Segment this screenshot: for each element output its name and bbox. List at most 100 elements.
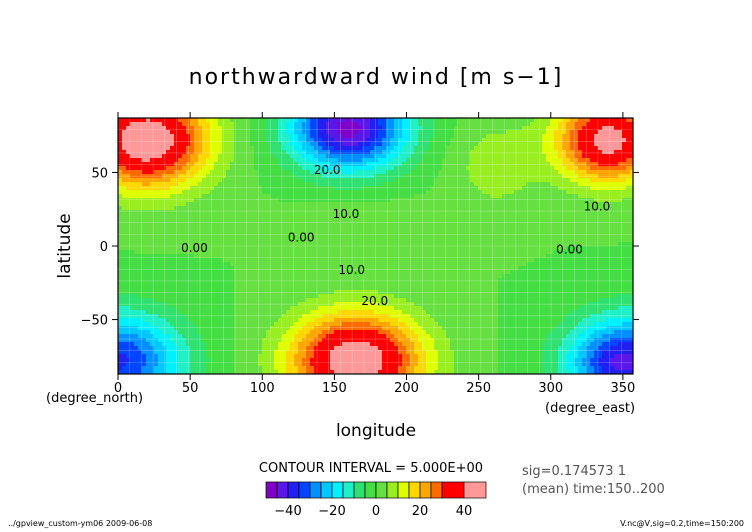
field-cell bbox=[250, 126, 255, 131]
field-cell bbox=[238, 138, 243, 143]
field-cell bbox=[386, 262, 391, 267]
field-cell bbox=[378, 262, 383, 267]
field-cell bbox=[554, 194, 559, 199]
field-cell bbox=[358, 126, 363, 131]
field-cell bbox=[370, 230, 375, 235]
field-cell bbox=[402, 158, 407, 163]
field-cell bbox=[214, 234, 219, 239]
field-cell bbox=[506, 134, 511, 139]
field-cell bbox=[226, 154, 231, 159]
field-cell bbox=[454, 134, 459, 139]
field-cell bbox=[166, 242, 171, 247]
field-cell bbox=[166, 162, 171, 167]
field-cell bbox=[454, 130, 459, 135]
field-cell bbox=[254, 170, 259, 175]
field-cell bbox=[438, 170, 443, 175]
field-cell bbox=[166, 154, 171, 159]
field-cell bbox=[486, 222, 491, 227]
field-cell bbox=[486, 170, 491, 175]
field-cell bbox=[222, 230, 227, 235]
field-cell bbox=[434, 146, 439, 151]
field-cell bbox=[178, 206, 183, 211]
field-cell bbox=[126, 242, 131, 247]
field-cell bbox=[530, 262, 535, 267]
field-cell bbox=[262, 170, 267, 175]
field-cell bbox=[342, 130, 347, 135]
field-cell bbox=[270, 186, 275, 191]
field-cell bbox=[282, 170, 287, 175]
field-cell bbox=[242, 242, 247, 247]
field-cell bbox=[478, 270, 483, 275]
field-cell bbox=[370, 178, 375, 183]
field-cell bbox=[466, 218, 471, 223]
field-cell bbox=[466, 154, 471, 159]
field-cell bbox=[402, 170, 407, 175]
field-cell bbox=[322, 214, 327, 219]
field-cell bbox=[602, 226, 607, 231]
field-cell bbox=[426, 194, 431, 199]
field-cell bbox=[474, 262, 479, 267]
field-cell bbox=[238, 178, 243, 183]
field-cell bbox=[202, 154, 207, 159]
field-cell bbox=[378, 234, 383, 239]
field-cell bbox=[178, 218, 183, 223]
field-cell bbox=[626, 214, 631, 219]
field-cell bbox=[462, 194, 467, 199]
field-cell bbox=[238, 254, 243, 259]
field-cell bbox=[554, 130, 559, 135]
field-cell bbox=[562, 150, 567, 155]
field-cell bbox=[246, 126, 251, 131]
field-cell bbox=[510, 158, 515, 163]
field-cell bbox=[430, 150, 435, 155]
field-cell bbox=[174, 130, 179, 135]
field-cell bbox=[366, 266, 371, 271]
field-cell bbox=[122, 126, 127, 131]
field-cell bbox=[254, 262, 259, 267]
field-cell bbox=[270, 178, 275, 183]
field-cell bbox=[226, 270, 231, 275]
field-cell bbox=[358, 218, 363, 223]
field-cell bbox=[526, 126, 531, 131]
field-cell bbox=[162, 182, 167, 187]
field-cell bbox=[178, 146, 183, 151]
field-cell bbox=[406, 186, 411, 191]
field-cell bbox=[390, 118, 395, 123]
field-cell bbox=[534, 246, 539, 251]
field-cell bbox=[514, 158, 519, 163]
field-cell bbox=[398, 158, 403, 163]
field-cell bbox=[458, 226, 463, 231]
field-cell bbox=[350, 206, 355, 211]
field-cell bbox=[198, 218, 203, 223]
field-cell bbox=[214, 162, 219, 167]
field-cell bbox=[182, 154, 187, 159]
field-cell bbox=[238, 194, 243, 199]
field-cell bbox=[538, 170, 543, 175]
field-cell bbox=[558, 158, 563, 163]
field-cell bbox=[326, 158, 331, 163]
field-cell bbox=[210, 250, 215, 255]
field-cell bbox=[458, 214, 463, 219]
field-cell bbox=[246, 118, 251, 123]
field-cell bbox=[230, 130, 235, 135]
field-cell bbox=[606, 130, 611, 135]
field-cell bbox=[146, 194, 151, 199]
field-cell bbox=[354, 230, 359, 235]
field-cell bbox=[622, 234, 627, 239]
field-cell bbox=[118, 222, 123, 227]
field-cell bbox=[330, 138, 335, 143]
field-cell bbox=[274, 210, 279, 215]
field-cell bbox=[490, 234, 495, 239]
field-cell bbox=[138, 146, 143, 151]
field-cell bbox=[586, 126, 591, 131]
field-cell bbox=[142, 230, 147, 235]
field-cell bbox=[170, 130, 175, 135]
field-cell bbox=[378, 170, 383, 175]
field-cell bbox=[250, 190, 255, 195]
field-cell bbox=[534, 214, 539, 219]
field-cell bbox=[566, 130, 571, 135]
field-cell bbox=[386, 174, 391, 179]
field-cell bbox=[134, 138, 139, 143]
field-cell bbox=[442, 226, 447, 231]
field-cell bbox=[586, 186, 591, 191]
field-cell bbox=[286, 254, 291, 259]
